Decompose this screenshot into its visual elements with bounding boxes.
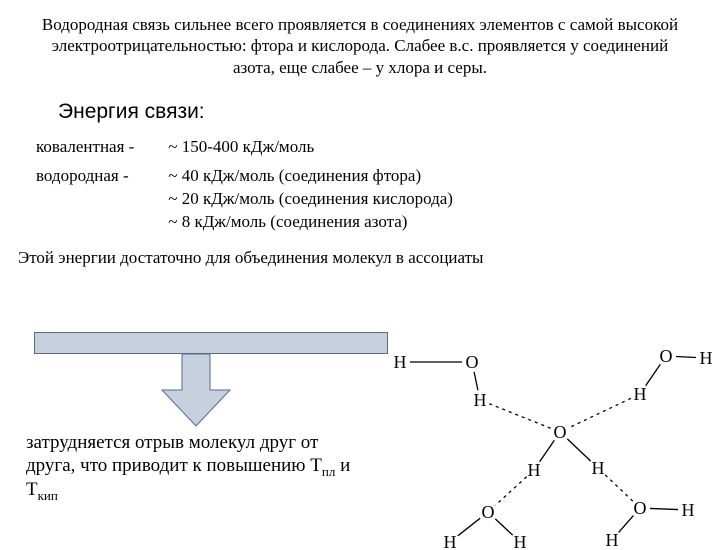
svg-text:H: H — [444, 532, 457, 550]
svg-text:H: H — [592, 458, 605, 478]
svg-text:O: O — [482, 502, 495, 522]
bottom-text-sub2: кип — [38, 488, 58, 503]
molecule-diagram: HOHOHHOHHOHHOHH — [380, 344, 720, 550]
energy-block: ковалентная - ~ 150-400 кДж/моль водород… — [36, 136, 720, 234]
svg-text:O: O — [554, 422, 567, 442]
svg-text:H: H — [700, 348, 713, 368]
covalent-label: ковалентная - — [36, 136, 164, 159]
svg-text:O: O — [634, 498, 647, 518]
section-title: Энергия связи: — [58, 100, 720, 124]
svg-text:H: H — [514, 532, 527, 550]
bottom-text-main: затрудняется отрыв молекул друг от друга… — [26, 432, 322, 476]
arrow-down-icon — [154, 354, 238, 430]
hydrogen-value-3: ~ 8 кДж/моль (соединения азота) — [168, 211, 453, 234]
bottom-text-sub1: пл — [322, 464, 335, 479]
svg-text:H: H — [634, 384, 647, 404]
hydrogen-value-1: ~ 40 кДж/моль (соединения фтора) — [168, 165, 453, 188]
svg-text:H: H — [528, 460, 541, 480]
hydrogen-label: водородная - — [36, 165, 164, 188]
hydrogen-values: ~ 40 кДж/моль (соединения фтора) ~ 20 кД… — [168, 165, 453, 234]
svg-text:H: H — [606, 530, 619, 550]
svg-text:H: H — [394, 352, 407, 372]
hydrogen-value-2: ~ 20 кДж/моль (соединения кислорода) — [168, 188, 453, 211]
covalent-value: ~ 150-400 кДж/моль — [168, 137, 314, 156]
svg-text:H: H — [682, 500, 695, 520]
associate-text: Этой энергии достаточно для объединения … — [18, 248, 720, 268]
intro-paragraph: Водородная связь сильнее всего проявляет… — [0, 0, 720, 86]
horizontal-bar — [34, 332, 388, 354]
bar-with-arrow — [34, 332, 388, 354]
svg-text:H: H — [474, 390, 487, 410]
svg-text:O: O — [466, 352, 479, 372]
svg-text:O: O — [660, 346, 673, 366]
bottom-conclusion: затрудняется отрыв молекул друг от друга… — [26, 432, 366, 504]
